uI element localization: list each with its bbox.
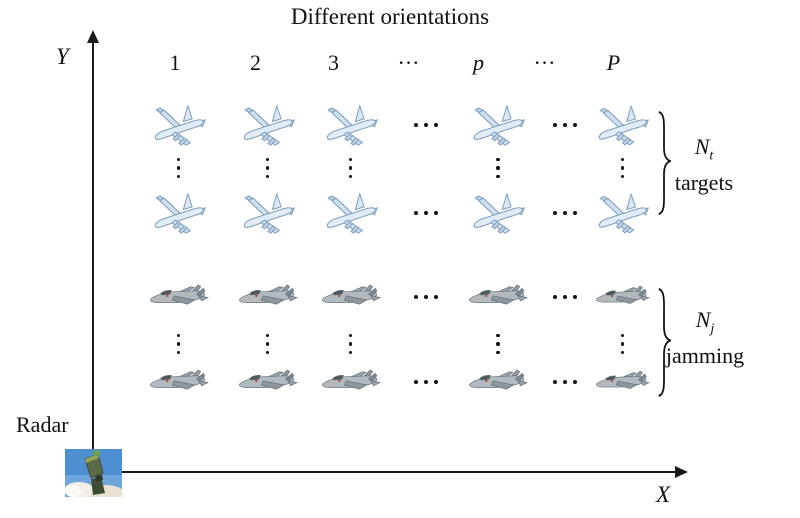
ellipsis-vertical-icon: [134, 328, 223, 360]
ellipsis-horizontal-icon: [534, 277, 595, 317]
jamming-aircraft-icon: [462, 277, 534, 317]
target-aircraft-icon: [134, 100, 223, 150]
jamming-group-label: Nj jamming: [658, 306, 752, 369]
targets-brace: [657, 110, 673, 216]
ellipsis-vertical-icon: [223, 152, 312, 184]
x-axis-label: X: [656, 482, 671, 507]
ellipsis-horizontal-icon: [389, 362, 462, 402]
jamming-vdots-row: [134, 328, 650, 360]
target-vdots-row: [134, 152, 650, 184]
jamming-word: jamming: [665, 343, 745, 369]
target-aircraft-icon: [134, 188, 223, 238]
ellipsis-horizontal-icon: [389, 100, 462, 150]
jamming-aircraft-icon: [462, 362, 534, 402]
x-axis-arrowhead-icon: [675, 466, 688, 478]
ellipsis-vertical-icon: [312, 152, 389, 184]
column-label-P: P: [606, 50, 621, 75]
jamming-aircraft-icon: [134, 362, 223, 402]
spacer: [389, 152, 462, 184]
jamming-aircraft-icon: [595, 362, 650, 402]
ellipsis-vertical-icon: [595, 152, 650, 184]
targets-group-label: Nt targets: [660, 133, 748, 196]
ellipsis-horizontal-icon: [534, 100, 595, 150]
column-label-1: 1: [169, 50, 181, 75]
jamming-aircraft-icon: [595, 277, 650, 317]
orientation-header-row: 1 2 3 ··· p ··· P: [134, 48, 650, 78]
jamming-aircraft-icon: [134, 277, 223, 317]
jamming-aircraft-icon: [223, 277, 312, 317]
ellipsis-horizontal-icon: [534, 362, 595, 402]
column-label-3: 3: [328, 50, 339, 75]
ellipsis-horizontal-icon: [389, 188, 462, 238]
jamming-aircraft-icon: [312, 362, 389, 402]
radar-photo: [64, 449, 125, 503]
target-aircraft-icon: [223, 188, 312, 238]
y-axis-label: Y: [56, 44, 69, 69]
jamming-aircraft-icon: [312, 277, 389, 317]
column-label-ellipsis: ···: [397, 50, 420, 75]
column-label-2: 2: [250, 50, 261, 75]
target-row-1: [134, 100, 650, 150]
ellipsis-vertical-icon: [312, 328, 389, 360]
target-aircraft-icon: [312, 188, 389, 238]
jamming-aircraft-icon: [223, 362, 312, 402]
jamming-count-symbol: Nj: [695, 307, 715, 337]
target-aircraft-icon: [223, 100, 312, 150]
column-label-p: p: [473, 50, 484, 75]
radar-label: Radar: [16, 412, 69, 437]
figure-title: Different orientations: [290, 4, 490, 29]
target-aircraft-icon: [462, 100, 534, 150]
spacer: [534, 152, 595, 184]
ellipsis-vertical-icon: [223, 328, 312, 360]
target-aircraft-icon: [312, 100, 389, 150]
column-label-ellipsis: ···: [533, 50, 556, 75]
y-axis-arrowhead-icon: [87, 30, 99, 43]
targets-count-symbol: Nt: [694, 134, 714, 164]
jamming-row-2: [134, 362, 650, 402]
target-aircraft-icon: [595, 100, 650, 150]
ellipsis-vertical-icon: [462, 152, 534, 184]
spacer: [534, 328, 595, 360]
ellipsis-vertical-icon: [134, 152, 223, 184]
target-row-2: [134, 188, 650, 238]
ellipsis-horizontal-icon: [534, 188, 595, 238]
target-aircraft-icon: [595, 188, 650, 238]
ellipsis-horizontal-icon: [389, 277, 462, 317]
ellipsis-vertical-icon: [462, 328, 534, 360]
jamming-row-1: [134, 277, 650, 317]
ellipsis-vertical-icon: [595, 328, 650, 360]
jamming-brace: [657, 287, 673, 398]
spacer: [389, 328, 462, 360]
y-axis-line: [92, 42, 94, 472]
targets-word: targets: [674, 170, 734, 196]
target-aircraft-icon: [462, 188, 534, 238]
x-axis-line: [120, 471, 676, 473]
